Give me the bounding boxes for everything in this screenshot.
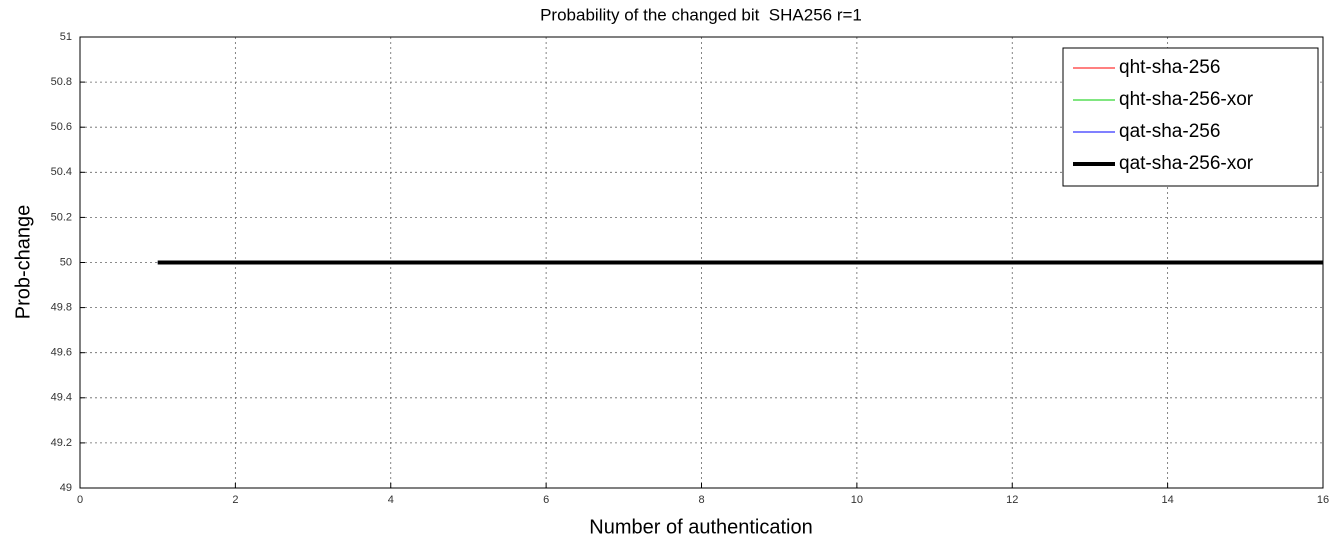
- y-tick-label: 50.4: [51, 166, 72, 178]
- y-tick-label: 50.8: [51, 76, 72, 88]
- chart-title: Probability of the changed bit SHA256 r=…: [540, 5, 862, 24]
- y-tick-label: 49.4: [51, 392, 72, 404]
- y-axis-label: Prob-change: [12, 205, 34, 320]
- y-tick-label: 50: [60, 256, 72, 268]
- y-tick-label: 51: [60, 31, 72, 43]
- x-tick-label: 4: [388, 494, 394, 506]
- x-tick-label: 14: [1162, 494, 1174, 506]
- x-axis-label: Number of authentication: [589, 516, 812, 538]
- y-tick-label: 49.6: [51, 347, 72, 359]
- x-tick-label: 10: [851, 494, 863, 506]
- x-tick-label: 8: [698, 494, 704, 506]
- y-tick-label: 49: [60, 482, 72, 494]
- legend-label: qat-sha-256: [1119, 121, 1220, 142]
- x-tick-label: 0: [77, 494, 83, 506]
- x-tick-label: 12: [1006, 494, 1018, 506]
- legend-label: qht-sha-256: [1119, 57, 1220, 78]
- x-tick-label: 6: [543, 494, 549, 506]
- y-tick-label: 49.8: [51, 302, 72, 314]
- y-tick-label: 50.6: [51, 121, 72, 133]
- y-tick-label: 50.2: [51, 211, 72, 223]
- legend-label: qht-sha-256-xor: [1119, 89, 1254, 110]
- legend-label: qat-sha-256-xor: [1119, 153, 1254, 174]
- x-tick-label: 16: [1317, 494, 1329, 506]
- x-tick-label: 2: [232, 494, 238, 506]
- y-tick-label: 49.2: [51, 437, 72, 449]
